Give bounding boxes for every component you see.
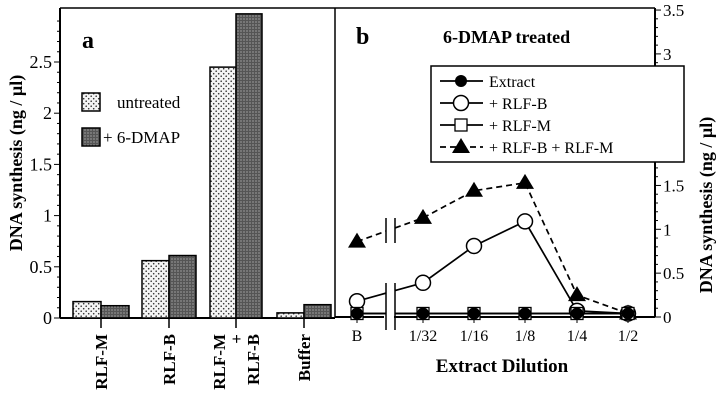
filled-circle-marker xyxy=(571,307,583,320)
x-tick-label: 1/8 xyxy=(515,328,535,345)
bar-6-dmap xyxy=(303,303,332,319)
x-tick-label: 1/32 xyxy=(409,328,437,345)
filled-circle-marker xyxy=(622,307,634,320)
filled-circle-marker xyxy=(468,307,480,320)
y-tick-label: 3 xyxy=(663,45,672,64)
x-tick-label: 1/16 xyxy=(460,328,488,345)
bar-untreated xyxy=(209,66,237,319)
y-tick-label: 2.5 xyxy=(30,52,53,72)
filled-triangle-marker xyxy=(516,173,534,189)
legend-label: + RLF-B xyxy=(489,96,547,113)
legend-box xyxy=(430,65,685,163)
x-category-label: + xyxy=(227,334,246,344)
bar-untreated xyxy=(276,312,305,319)
x-tick-label: B xyxy=(352,328,363,345)
x-tick-label: 1/4 xyxy=(567,328,587,345)
filled-circle-marker xyxy=(519,307,531,320)
series-extract xyxy=(351,307,634,320)
open-circle-marker xyxy=(465,237,483,255)
series-line xyxy=(356,230,387,243)
legend: Extract + RLF-B + RLF-M + RLF-B + RLF-M xyxy=(430,65,685,163)
legend-label: + 6-DMAP xyxy=(103,128,180,147)
legend-label: + RLF-B + RLF-M xyxy=(489,140,613,157)
open-square-marker xyxy=(454,118,468,132)
legend-label: + RLF-M xyxy=(489,118,551,135)
x-category-label: RLF-B xyxy=(244,334,263,385)
open-circle-marker xyxy=(348,292,366,310)
y-axis-label: DNA synthesis (ng / µl) xyxy=(696,117,717,293)
filled-triangle-marker xyxy=(452,138,470,153)
filled-circle-marker xyxy=(455,75,467,87)
bar-6-dmap xyxy=(168,254,197,319)
x-axis-label: Extract Dilution xyxy=(436,356,569,377)
filled-triangle-marker xyxy=(348,232,366,248)
legend-swatch xyxy=(81,127,101,147)
open-circle-marker xyxy=(516,213,534,230)
y-tick-label: 2 xyxy=(43,103,52,123)
x-tick-label: 1/2 xyxy=(618,328,638,345)
chart-title: 6-DMAP treated xyxy=(443,27,570,47)
series-rlf-b-rlf-m xyxy=(348,173,637,320)
open-circle-marker xyxy=(452,94,470,112)
legend-label: untreated xyxy=(117,93,181,112)
panel-label: a xyxy=(82,28,94,54)
x-category-label: Buffer xyxy=(295,334,314,382)
filled-triangle-marker xyxy=(465,181,483,197)
filled-triangle-marker xyxy=(568,286,586,302)
open-circle-marker xyxy=(414,274,432,292)
y-tick-label: 1 xyxy=(43,206,52,226)
y-axis-label: DNA synthesis (ng / µl) xyxy=(6,75,27,251)
legend-label: Extract xyxy=(489,74,536,91)
series-line xyxy=(394,181,629,315)
y-tick-label: 0 xyxy=(663,308,672,327)
y-tick-label: 0.5 xyxy=(30,257,53,277)
x-category-label: RLF-M xyxy=(92,334,111,390)
panel-label: b xyxy=(356,24,369,50)
y-tick-label: 1.5 xyxy=(663,176,684,195)
bar-untreated xyxy=(72,300,102,319)
legend-swatch xyxy=(81,92,101,112)
y-tick-label: 1 xyxy=(663,220,672,239)
y-tick-label: 1.5 xyxy=(30,154,53,174)
series-rlf-b xyxy=(348,213,637,322)
y-tick-label: 3.5 xyxy=(663,1,684,20)
y-tick-label: 0.5 xyxy=(663,264,684,283)
bar-untreated xyxy=(141,259,170,319)
filled-triangle-marker xyxy=(414,208,432,224)
series-line xyxy=(394,220,629,315)
bar-6-dmap xyxy=(100,304,130,319)
x-category-label: RLF-B xyxy=(160,334,179,385)
filled-circle-marker xyxy=(417,307,429,320)
filled-circle-marker xyxy=(351,307,363,320)
x-category-label: RLF-M xyxy=(210,334,229,390)
y-tick-label: 0 xyxy=(43,308,52,328)
bar-6-dmap xyxy=(235,13,263,319)
